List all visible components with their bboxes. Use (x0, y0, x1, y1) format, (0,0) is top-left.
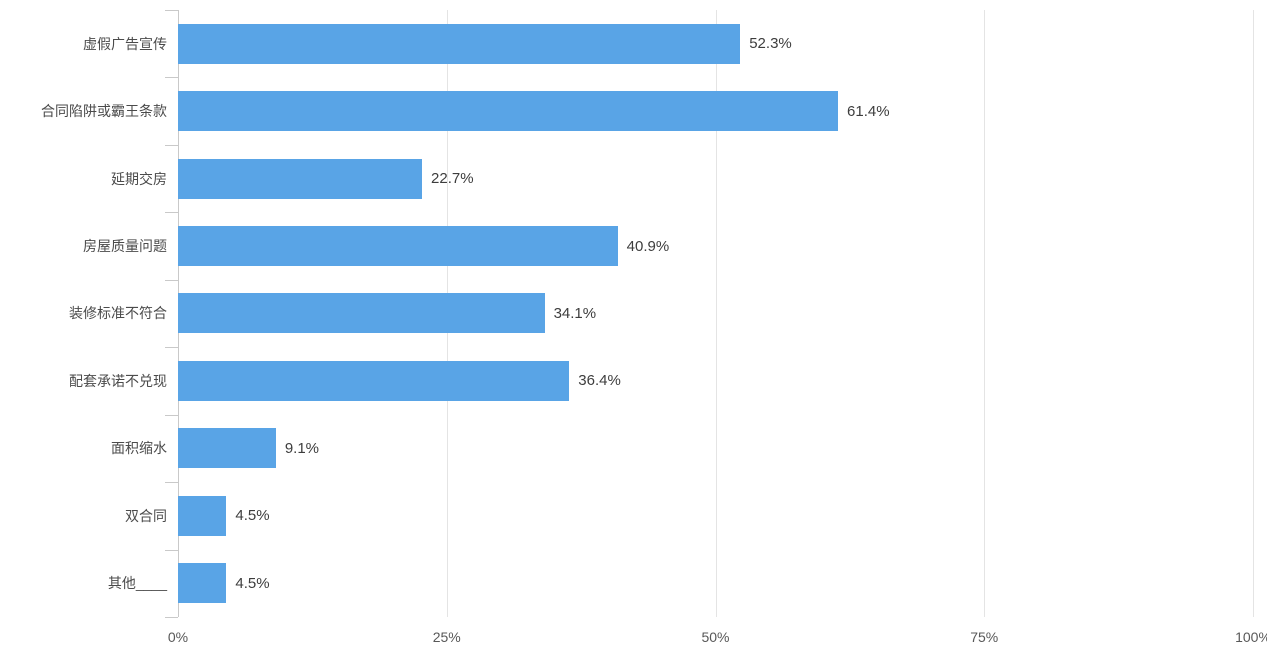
bar-row: 其他____ 4.5% (108, 550, 1253, 617)
y-axis-tick-mark (165, 549, 178, 551)
value-label: 4.5% (235, 507, 270, 525)
category-label: 装修标准不符合 (69, 305, 167, 322)
bar-row: 房屋质量问题 40.9% (83, 212, 1253, 279)
category-label: 面积缩水 (111, 440, 167, 457)
category-label: 房屋质量问题 (83, 238, 167, 255)
category-label: 配套承诺不兑现 (69, 372, 167, 389)
category-label: 虚假广告宣传 (83, 35, 167, 52)
x-axis-tick-label: 50% (701, 629, 730, 645)
y-axis-tick-mark (165, 414, 178, 416)
bar (178, 495, 227, 536)
gridline (1253, 10, 1254, 617)
bar-row: 配套承诺不兑现 36.4% (69, 347, 1253, 414)
y-axis-tick-mark (165, 77, 178, 79)
bar-row: 面积缩水 9.1% (111, 415, 1253, 482)
bar (178, 226, 618, 267)
x-axis-tick-label: 0% (167, 629, 189, 645)
category-label: 合同陷阱或霸王条款 (41, 103, 167, 120)
bar-row: 虚假广告宣传 52.3% (83, 10, 1253, 77)
category-label: 其他____ (107, 575, 167, 592)
value-label: 36.4% (578, 372, 621, 390)
value-label: 4.5% (235, 574, 270, 592)
y-axis-tick-mark (165, 144, 178, 146)
value-label: 9.1% (284, 439, 320, 457)
bar-row: 双合同 4.5% (125, 482, 1253, 549)
bar (178, 293, 545, 334)
category-label: 双合同 (125, 507, 167, 524)
y-axis-tick-mark (165, 617, 178, 618)
value-label: 22.7% (431, 170, 474, 188)
bar (178, 91, 839, 132)
bar (178, 563, 227, 604)
gridline (715, 10, 717, 617)
plot-area: 虚假广告宣传 52.3% 合同陷阱或霸王条款 61.4% 延期交房 22.7% 房屋质量问题… (41, 10, 1267, 644)
bar-row: 装修标准不符合 34.1% (69, 280, 1253, 347)
x-axis-tick-label: 75% (970, 629, 999, 645)
bar (178, 428, 276, 469)
y-axis-tick-mark (165, 279, 178, 281)
x-axis-tick-label: 25% (432, 629, 461, 645)
value-label: 52.3% (749, 35, 792, 53)
y-axis-tick-mark (165, 347, 178, 349)
bar (178, 23, 741, 64)
y-axis-tick-mark (165, 482, 178, 484)
x-axis-tick-label: 100% (1235, 629, 1267, 645)
value-label: 40.9% (626, 237, 670, 255)
y-axis-tick-mark (165, 10, 178, 11)
category-label: 延期交房 (111, 170, 167, 187)
bar (178, 158, 423, 199)
bar-row: 延期交房 22.7% (111, 145, 1253, 212)
value-label: 61.4% (847, 102, 890, 120)
y-axis-tick-mark (165, 212, 178, 214)
bar (178, 360, 570, 401)
gridline (984, 10, 986, 617)
bar-row: 合同陷阱或霸王条款 61.4% (41, 77, 1253, 144)
value-label: 34.1% (553, 304, 597, 322)
bar-rows: 虚假广告宣传 52.3% 合同陷阱或霸王条款 61.4% 延期交房 22.7% 房屋质量问题… (41, 10, 1253, 617)
